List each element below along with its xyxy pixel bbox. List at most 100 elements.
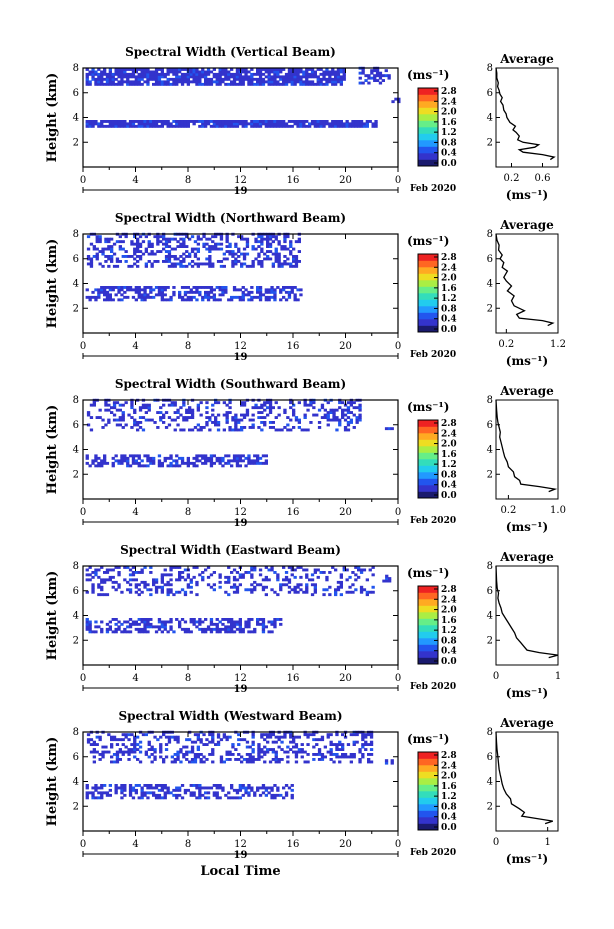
heatmap-cell	[257, 255, 261, 258]
heatmap-cell	[95, 750, 99, 754]
heatmap-cell	[234, 416, 238, 419]
heatmap-cell	[180, 588, 185, 592]
heatmap-cell	[225, 421, 229, 424]
heatmap-cell	[238, 72, 242, 76]
heatmap-cell	[397, 100, 401, 104]
heatmap-cell	[287, 77, 292, 81]
heatmap-cell	[86, 738, 91, 742]
heatmap-cell	[354, 578, 358, 582]
heatmap-cell	[273, 298, 277, 302]
heatmap-cell	[290, 80, 294, 84]
heatmap-cell	[175, 124, 179, 128]
heatmap-cell	[137, 796, 141, 800]
heatmap-cell	[305, 120, 309, 123]
heatmap-cell	[263, 733, 267, 737]
heatmap-cell	[225, 758, 229, 761]
heatmap-cell	[317, 753, 322, 756]
heatmap-cell	[154, 796, 159, 800]
heatmap-cell	[147, 748, 151, 751]
heatmap-cell	[138, 750, 143, 754]
heatmap-cell	[183, 593, 188, 597]
heatmap-cell	[114, 124, 118, 128]
heatmap-cell	[133, 242, 137, 246]
heatmap-cell	[296, 585, 300, 589]
heatmap-cell	[313, 82, 317, 86]
heatmap-cell	[240, 264, 244, 268]
heatmap-cell	[215, 622, 219, 626]
heatmap-cell	[352, 755, 356, 759]
heatmap-cell	[338, 740, 342, 744]
heatmap-cell	[107, 750, 111, 754]
heatmap-cell	[204, 70, 208, 74]
heatmap-cell	[354, 124, 358, 128]
heatmap-cell	[196, 242, 200, 246]
heatmap-cell	[257, 235, 261, 239]
heatmap-cell	[287, 80, 292, 84]
heatmap-cell	[204, 786, 208, 790]
heatmap-cell	[277, 262, 281, 266]
heatmap-cell	[195, 454, 199, 458]
heatmap-cell	[253, 585, 257, 589]
heatmap-cell	[193, 262, 198, 266]
x-tick-label: 0	[395, 673, 401, 684]
heatmap-cell	[162, 237, 166, 241]
heatmap-cell	[157, 627, 162, 631]
heatmap-cell	[160, 75, 164, 79]
heatmap-cell	[120, 796, 124, 800]
heatmap-cell	[98, 237, 102, 241]
heatmap-cell	[117, 625, 121, 629]
y-tick-label: 4	[73, 113, 79, 124]
heatmap-cell	[95, 235, 99, 239]
heatmap-cell	[91, 75, 95, 79]
heatmap-cell	[286, 416, 290, 419]
heatmap-cell	[266, 740, 270, 744]
heatmap-cell	[303, 733, 307, 737]
heatmap-cell	[169, 464, 173, 468]
heatmap-cell	[263, 745, 267, 749]
heatmap-cell	[339, 77, 343, 81]
heatmap-cell	[280, 428, 284, 432]
heatmap-cell	[358, 416, 362, 419]
heatmap-cell	[345, 568, 349, 572]
heatmap-cell	[159, 235, 163, 239]
heatmap-cell	[373, 74, 377, 78]
heatmap-cell	[247, 571, 251, 574]
heatmap-cell	[178, 68, 182, 71]
heatmap-cell	[160, 124, 164, 128]
heatmap-cell	[209, 286, 214, 289]
heatmap-cell	[276, 82, 280, 86]
heatmap-cell	[211, 738, 215, 742]
heatmap-cell	[232, 578, 237, 582]
heatmap-cell	[204, 120, 208, 123]
heatmap-cell	[253, 122, 257, 126]
heatmap-cell	[205, 738, 209, 742]
panel-title: Spectral Width (Northward Beam)	[115, 211, 346, 225]
heatmap-cell	[208, 245, 212, 248]
heatmap-cell	[227, 630, 231, 634]
heatmap-cell	[128, 75, 133, 79]
heatmap-cell	[134, 80, 138, 84]
heatmap-cell	[263, 252, 267, 256]
heatmap-cell	[240, 760, 244, 764]
heatmap-cell	[137, 627, 141, 631]
heatmap-cell	[339, 583, 343, 587]
heatmap-cell	[134, 791, 138, 795]
heatmap-cell	[118, 240, 122, 244]
heatmap-cell	[264, 578, 268, 582]
heatmap-cell	[352, 426, 356, 429]
heatmap-cell	[240, 428, 244, 432]
heatmap-cell	[110, 257, 114, 261]
heatmap-cell	[159, 755, 163, 759]
panel-title: Spectral Width (Westward Beam)	[118, 709, 342, 723]
heatmap-cell	[126, 122, 130, 126]
heatmap-cell	[371, 566, 375, 569]
heatmap-cell	[290, 72, 294, 76]
heatmap-cell	[276, 120, 280, 123]
heatmap-cell	[126, 80, 130, 84]
heatmap-cell	[289, 401, 293, 405]
heatmap-cell	[198, 620, 202, 624]
heatmap-cell	[222, 252, 226, 256]
heatmap-cell	[147, 245, 151, 248]
colorbar-swatch	[418, 618, 438, 626]
heatmap-cell	[170, 418, 174, 422]
